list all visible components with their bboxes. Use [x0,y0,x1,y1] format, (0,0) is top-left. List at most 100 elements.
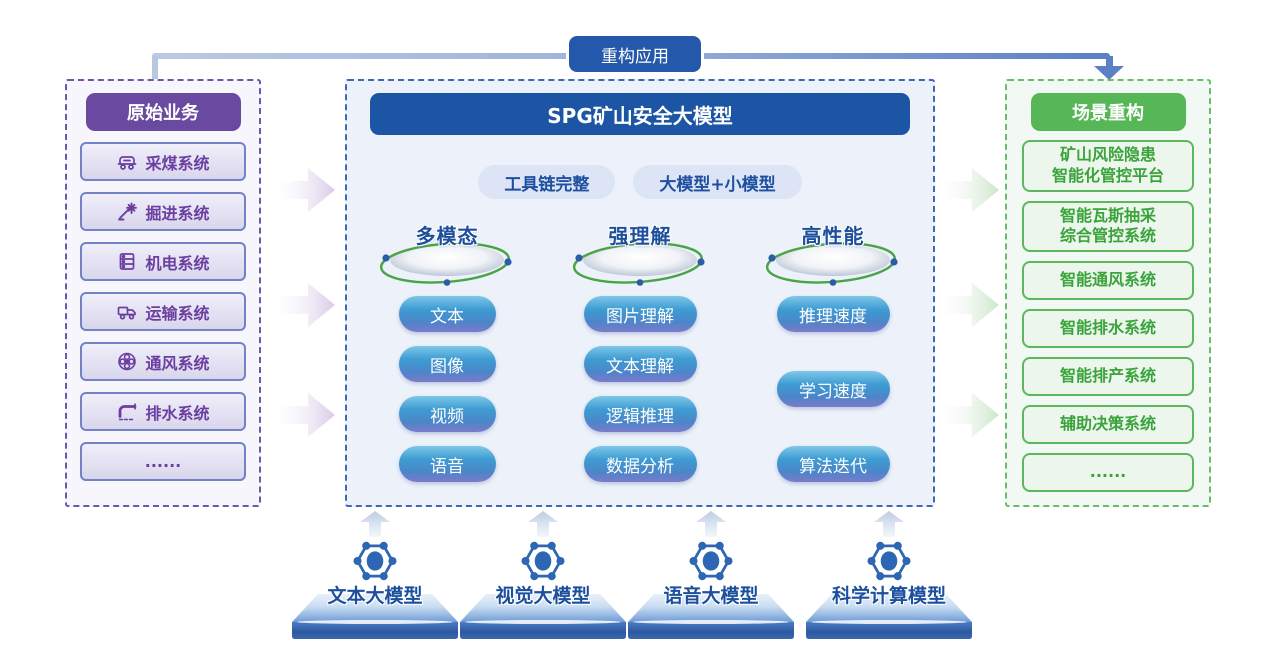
spg-model-panel: SPG矿山安全大模型 工具链完整 大模型+小模型 多模态 [345,79,935,507]
list-item-coal-mining: 采煤系统 [80,142,246,181]
left-panel-title: 原始业务 [85,93,241,131]
original-business-panel: 原始业务 采煤系统 掘进系统 机电系统 [65,79,261,507]
column-header: 高性能 [765,220,901,290]
pill-algorithm-iteration: 算法迭代 [776,446,890,482]
column-comprehension: 强理解 图片理解 文本理解 逻辑推理 数据分析 [555,220,725,482]
pill-text: 文本 [398,296,496,332]
connector-right-drop [1106,56,1113,68]
right-flow-arrow-icon [934,168,999,212]
pill-label: 视频 [430,406,464,427]
pill-data-analysis: 数据分析 [583,446,697,482]
pill-text-understanding: 文本理解 [583,346,697,382]
pill-label: 学习速度 [799,381,867,402]
column-pills: 推理速度 学习速度 算法迭代 [776,296,890,482]
column-title: 多模态 [415,224,479,248]
scene-reconstruction-panel: 场景重构 矿山风险隐患 智能化管控平台 智能瓦斯抽采 综合管控系统 智能通风系统… [1005,79,1211,507]
pill-label: 图片理解 [606,306,674,327]
column-pills: 图片理解 文本理解 逻辑推理 数据分析 [583,296,697,482]
transport-icon [118,306,137,320]
model-label-speech: 语音大模型 [663,585,759,607]
pill-label: 算法迭代 [799,456,867,477]
hexnet-icon [689,541,733,581]
center-panel-title-label: SPG矿山安全大模型 [547,103,733,128]
left-panel-title-label: 原始业务 [127,103,199,124]
list-item-transport: 运输系统 [80,292,246,331]
excavation-icon [118,202,138,221]
feature-tags-row: 工具链完整 大模型+小模型 [347,165,933,199]
list-item-gas-extraction: 智能瓦斯抽采 综合管控系统 [1022,200,1194,253]
electromechanical-icon [120,253,135,270]
hexnet-icon [521,541,565,581]
column-header: 强理解 [572,220,708,290]
list-item-drainage: 排水系统 [80,392,246,431]
pill-label: 推理速度 [799,306,867,327]
column-title: 高性能 [801,224,865,248]
list-item-label: 智能排水系统 [1059,318,1156,338]
column-title: 强理解 [608,224,672,248]
connector-left-stub [152,56,158,81]
feature-tag-models: 大模型+小模型 [633,165,802,199]
column-performance: 高性能 推理速度 学习速度 算法迭代 [748,220,918,482]
list-item-electromechanical: 机电系统 [80,242,246,281]
drainage-icon [119,403,137,421]
pill-inference-speed: 推理速度 [776,296,890,332]
pill-logic-reasoning: 逻辑推理 [583,396,697,432]
right-panel-title-label: 场景重构 [1072,103,1144,124]
coal-mining-icon [118,156,137,170]
reconstruct-application-badge: 重构应用 [569,36,701,72]
column-multimodal: 多模态 文本 图像 视频 语音 [362,220,532,482]
pill-audio: 语音 [398,446,496,482]
left-flow-arrow-icon [268,283,335,327]
list-item-label: 运输系统 [145,303,210,323]
left-flow-arrow-icon [268,168,335,212]
tag-label: 工具链完整 [504,174,590,195]
orbit-ellipse-icon [765,242,898,286]
list-item-label: 掘进系统 [145,203,210,223]
column-pills: 文本 图像 视频 语音 [398,296,496,482]
pill-label: 逻辑推理 [606,406,674,427]
list-item-label: 机电系统 [145,253,210,273]
model-label-text: 文本大模型 [327,585,423,607]
list-item-excavation: 掘进系统 [80,192,246,231]
list-item-label: 智能排产系统 [1059,366,1156,386]
list-item-ellipsis: ...... [80,442,246,481]
model-label-science: 科学计算模型 [831,585,946,607]
up-arrow-icon [874,511,904,537]
ventilation-icon [118,352,137,371]
pill-video: 视频 [398,396,496,432]
platform-base [292,594,458,639]
hexnet-icon [867,541,911,581]
tag-label: 大模型+小模型 [659,174,776,195]
left-flow-arrow-icon [268,393,335,437]
pill-learning-speed: 学习速度 [776,371,890,407]
list-item-label: 采煤系统 [145,153,210,173]
list-item-label: ...... [1089,462,1127,482]
model-label-vision: 视觉大模型 [495,585,591,607]
orbit-ellipse-icon [572,242,705,286]
capability-columns: 多模态 文本 图像 视频 语音 强理解 [347,220,933,482]
list-item-label: 通风系统 [145,353,210,373]
pill-label: 文本 [430,306,464,327]
pill-label: 数据分析 [606,456,674,477]
platform-base [628,594,794,639]
list-item-smart-scheduling: 智能排产系统 [1022,357,1194,397]
hexnet-icon [353,541,397,581]
up-arrow-icon [696,511,726,537]
pill-label: 图像 [430,356,464,377]
list-item-risk-platform: 矿山风险隐患 智能化管控平台 [1022,140,1194,192]
list-item-smart-ventilation: 智能通风系统 [1022,261,1194,301]
list-item-label: 智能通风系统 [1059,270,1156,290]
list-item-smart-drainage: 智能排水系统 [1022,309,1194,349]
center-panel-title: SPG矿山安全大模型 [370,93,910,135]
pill-image-understanding: 图片理解 [583,296,697,332]
list-item-label: ...... [144,452,182,471]
right-flow-arrow-icon [934,393,999,437]
platform-base [460,594,626,639]
list-item-ellipsis: ...... [1022,453,1194,493]
column-header: 多模态 [379,220,515,290]
banner-label: 重构应用 [601,46,669,67]
up-arrow-icon [528,511,558,537]
right-flow-arrow-icon [934,283,999,327]
list-item-label: 智能瓦斯抽采 综合管控系统 [1059,205,1156,246]
pill-label: 文本理解 [606,356,674,377]
